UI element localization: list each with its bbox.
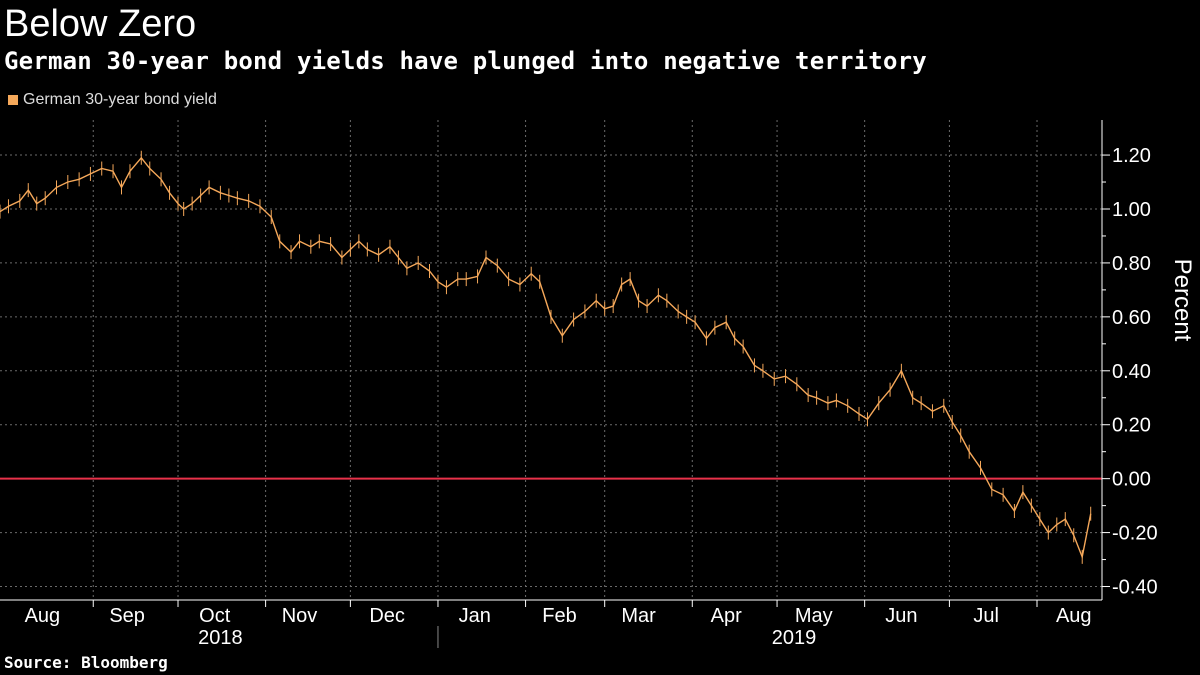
legend-swatch (8, 95, 18, 105)
x-tick-label: Mar (621, 605, 656, 627)
y-axis: 1.20 1.00 0.80 0.60 0.40 0.20 0.00 -0.20 -0.40 (1101, 120, 1158, 600)
year-label: 2019 (772, 627, 817, 649)
y-tick-label: 0.60 (1112, 307, 1151, 329)
y-tick-label: -0.40 (1112, 577, 1158, 599)
x-tick-label: May (795, 605, 833, 627)
y-tick-label: 0.20 (1112, 415, 1151, 437)
yield-series (0, 150, 1092, 564)
horizontal-gridlines (0, 154, 1102, 588)
y-tick-label: 1.20 (1112, 145, 1151, 167)
y-axis-label: Percent (1169, 259, 1196, 342)
legend: German 30-year bond yield (8, 90, 217, 110)
x-tick-label: Oct (199, 605, 231, 627)
y-tick-label: -0.20 (1112, 523, 1158, 545)
x-tick-label: Feb (542, 605, 576, 627)
year-label: 2018 (198, 627, 243, 649)
y-tick-label: 0.00 (1112, 469, 1151, 491)
x-tick-label: Jun (885, 605, 917, 627)
legend-label: German 30-year bond yield (23, 91, 217, 108)
yield-line (0, 156, 1092, 560)
x-tick-label: Aug (1056, 605, 1092, 627)
x-tick-label: Nov (282, 605, 318, 627)
chart-title: Below Zero (4, 3, 197, 45)
x-tick-label: Jul (973, 605, 999, 627)
chart-subtitle: German 30-year bond yields have plunged … (4, 47, 927, 75)
x-tick-label: Aug (25, 605, 61, 627)
x-tick-label: Sep (109, 605, 145, 627)
y-tick-label: 0.40 (1112, 361, 1151, 383)
vertical-gridlines (92, 120, 1038, 600)
source-note: Source: Bloomberg (4, 653, 168, 672)
y-tick-label: 1.00 (1112, 199, 1151, 221)
x-axis: Aug Sep Oct Nov Dec Jan Feb Mar Apr May Jun Jul Aug 2… (0, 599, 1102, 649)
x-tick-label: Dec (369, 605, 405, 627)
x-tick-label: Apr (711, 605, 742, 627)
y-tick-label: 0.80 (1112, 253, 1151, 275)
x-tick-label: Jan (459, 605, 491, 627)
